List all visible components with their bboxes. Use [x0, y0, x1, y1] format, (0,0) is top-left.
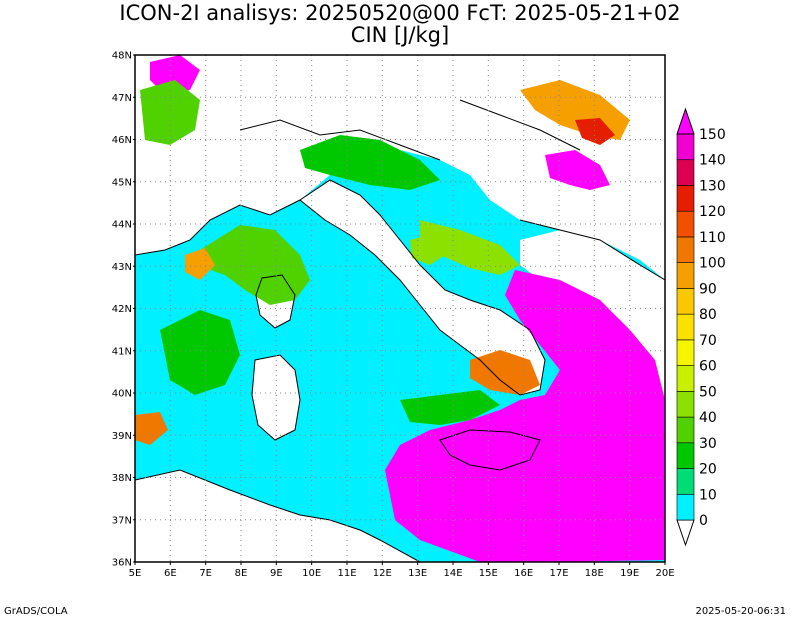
longitude-label: 8E — [235, 568, 248, 579]
latitude-label: 42N — [112, 304, 132, 315]
cin-mid-sardinia-w — [160, 310, 240, 395]
colorbar-swatch — [676, 416, 695, 444]
longitude-label: 9E — [270, 568, 283, 579]
colorbar-high-arrow — [676, 107, 695, 135]
land-italy — [300, 180, 545, 395]
colorbar-label: 120 — [699, 204, 726, 220]
latitude-label: 44N — [112, 220, 132, 231]
latitude-label: 39N — [112, 431, 132, 442]
longitude-label: 20E — [655, 568, 674, 579]
colorbar-low-arrow — [676, 519, 695, 547]
land-europe-north — [135, 55, 665, 280]
colorbar-label: 0 — [699, 513, 708, 529]
land-africa — [135, 470, 420, 562]
colorbar-swatch — [676, 313, 695, 341]
cin-mid-alps-nw — [140, 80, 200, 145]
cin-orange-provence — [185, 248, 215, 280]
latitude-label: 40N — [112, 389, 132, 400]
longitude-label: 17E — [549, 568, 568, 579]
colorbar: 0 10 20 30 40 50 60 70 80 90 100 110 120 130 140 150 — [676, 107, 726, 547]
map-title-line2: CIN [J/kg] — [351, 23, 449, 47]
latitude-label: 48N — [112, 51, 132, 62]
latitude-label: 43N — [112, 262, 132, 273]
colorbar-swatch — [676, 391, 695, 418]
land-sardinia — [252, 355, 300, 440]
colorbar-swatch — [676, 133, 695, 161]
coastlines — [135, 99, 665, 562]
cin-mid-calabria — [400, 390, 500, 425]
longitude-label: 19E — [620, 568, 639, 579]
colorbar-swatch — [676, 288, 695, 315]
map-plot-area — [135, 55, 665, 562]
longitude-label: 18E — [585, 568, 604, 579]
cin-red-balkans — [575, 118, 615, 145]
longitude-label: 7E — [199, 568, 212, 579]
longitude-label: 5E — [129, 568, 142, 579]
colorbar-swatch — [676, 493, 695, 521]
longitude-label: 10E — [302, 568, 321, 579]
colorbar-swatch — [676, 159, 695, 186]
latitude-label: 46N — [112, 135, 132, 146]
colorbar-swatch — [676, 210, 695, 238]
cin-high-balkans — [545, 150, 610, 190]
latitude-labels: 48N 47N 46N 45N 44N 43N 42N 41N 40N 39N 38N 37N 36N — [112, 51, 135, 569]
cin-mid-alps — [300, 135, 440, 190]
latitude-label: 41N — [112, 346, 132, 357]
colorbar-swatch — [676, 468, 695, 495]
colorbar-swatch — [676, 365, 695, 392]
colorbar-label: 100 — [699, 256, 726, 272]
colorbar-swatch — [676, 442, 695, 469]
latitude-label: 47N — [112, 93, 132, 104]
longitude-label: 16E — [514, 568, 533, 579]
cin-orange-calabria — [470, 350, 540, 395]
longitude-label: 11E — [337, 568, 356, 579]
colorbar-label: 80 — [699, 307, 717, 323]
longitude-label: 13E — [408, 568, 427, 579]
cin-high-ionian — [385, 270, 665, 562]
colorbar-label: 130 — [699, 178, 726, 194]
latitude-label: 38N — [112, 473, 132, 484]
longitude-label: 12E — [373, 568, 392, 579]
footer-left-credit: GrADS/COLA — [4, 606, 68, 617]
longitude-label: 15E — [479, 568, 498, 579]
colorbar-swatch — [676, 339, 695, 366]
colorbar-swatch — [676, 185, 695, 212]
longitude-label: 14E — [443, 568, 462, 579]
colorbar-label: 110 — [699, 230, 726, 246]
colorbar-swatch — [676, 262, 695, 289]
latitude-label: 37N — [112, 515, 132, 526]
colorbar-label: 150 — [699, 127, 726, 143]
lat-lon-grid — [135, 55, 665, 562]
colorbar-label: 60 — [699, 359, 717, 375]
colorbar-swatch — [676, 236, 695, 263]
colorbar-label: 20 — [699, 462, 717, 478]
longitude-labels: 5E 6E 7E 8E 9E 10E 11E 12E 13E 14E 15E 16E 17E 18E 19E… — [129, 562, 675, 579]
colorbar-label: 70 — [699, 333, 717, 349]
colorbar-label: 50 — [699, 384, 717, 400]
map-title-line1: ICON-2I analisys: 20250520@00 FcT: 2025-… — [119, 1, 680, 25]
longitude-label: 6E — [164, 568, 177, 579]
latitude-label: 45N — [112, 177, 132, 188]
colorbar-label: 140 — [699, 153, 726, 169]
colorbar-label: 30 — [699, 436, 717, 452]
cin-mid-adriatic — [420, 220, 520, 275]
colorbar-label: 10 — [699, 487, 717, 503]
cin-orange-spain — [135, 412, 168, 445]
footer-right-timestamp: 2025-05-20-06:31 — [695, 606, 786, 617]
cin-mid-adriatic-n — [410, 235, 445, 265]
latitude-label: 36N — [112, 558, 132, 569]
colorbar-label: 40 — [699, 410, 717, 426]
cin-mid-ligurian — [200, 225, 310, 305]
colorbar-label: 90 — [699, 281, 717, 297]
